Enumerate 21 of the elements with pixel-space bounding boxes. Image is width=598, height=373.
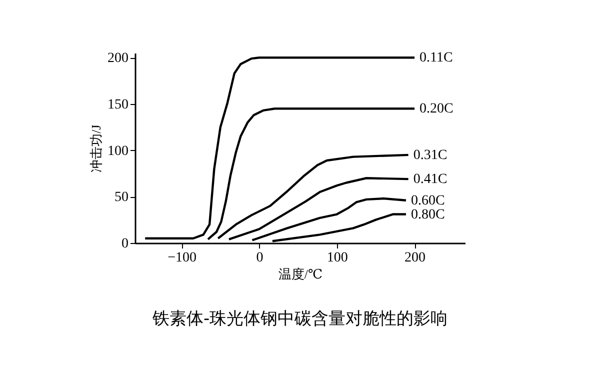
line-series bbox=[228, 177, 410, 240]
series-label: 0.80C bbox=[410, 207, 445, 222]
series-label: 0.11C bbox=[420, 50, 453, 66]
line-series bbox=[216, 154, 410, 240]
x-tick-label: 0 bbox=[256, 250, 264, 266]
y-axis-title: 冲击功/J bbox=[88, 124, 104, 172]
x-tick-label: 200 bbox=[404, 250, 426, 266]
y-tick-label: 0 bbox=[122, 236, 128, 252]
x-axis-title: 温度/℃ bbox=[278, 266, 323, 282]
y-tick-label: 200 bbox=[108, 51, 128, 66]
series-label: 0.20C bbox=[420, 102, 454, 117]
y-tick-label: 100 bbox=[108, 144, 128, 159]
text: 铁素体-珠光体钢中碳含量对脆性的影响 bbox=[151, 309, 448, 329]
series-label: 0.31C bbox=[413, 148, 448, 163]
y-tick-label: 150 bbox=[108, 97, 128, 112]
series-label: 0.41C bbox=[413, 172, 448, 188]
x-tick-label: 100 bbox=[326, 250, 348, 266]
line-series bbox=[251, 197, 408, 242]
y-tick-label: 50 bbox=[114, 190, 128, 206]
series-label: 0.60C bbox=[410, 193, 445, 208]
x-tick-label: −100 bbox=[168, 250, 197, 266]
